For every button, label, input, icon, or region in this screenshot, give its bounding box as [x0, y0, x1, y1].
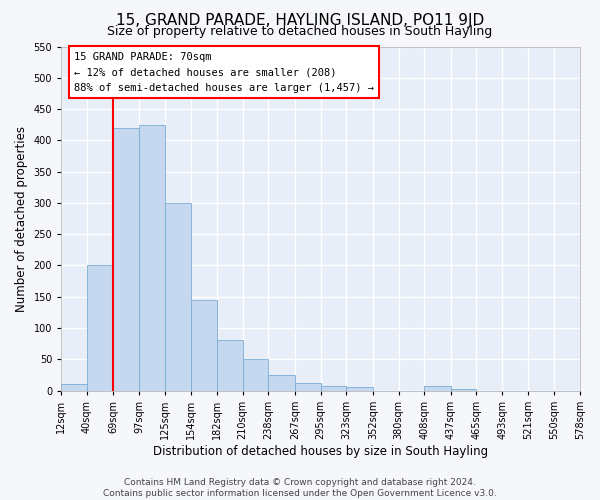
Bar [346, 388, 373, 390]
Bar [191, 300, 217, 390]
Bar [424, 386, 451, 390]
Bar [139, 124, 165, 390]
Y-axis label: Number of detached properties: Number of detached properties [15, 126, 28, 312]
Bar [61, 384, 87, 390]
Bar [295, 383, 320, 390]
Bar [165, 203, 191, 390]
Bar [113, 128, 139, 390]
Text: 15 GRAND PARADE: 70sqm
← 12% of detached houses are smaller (208)
88% of semi-de: 15 GRAND PARADE: 70sqm ← 12% of detached… [74, 52, 374, 93]
Text: Contains HM Land Registry data © Crown copyright and database right 2024.
Contai: Contains HM Land Registry data © Crown c… [103, 478, 497, 498]
Bar [242, 360, 268, 390]
Bar [268, 375, 295, 390]
X-axis label: Distribution of detached houses by size in South Hayling: Distribution of detached houses by size … [153, 444, 488, 458]
Text: 15, GRAND PARADE, HAYLING ISLAND, PO11 9JD: 15, GRAND PARADE, HAYLING ISLAND, PO11 9… [116, 12, 484, 28]
Bar [217, 340, 242, 390]
Bar [87, 266, 113, 390]
Bar [320, 386, 346, 390]
Text: Size of property relative to detached houses in South Hayling: Size of property relative to detached ho… [107, 25, 493, 38]
